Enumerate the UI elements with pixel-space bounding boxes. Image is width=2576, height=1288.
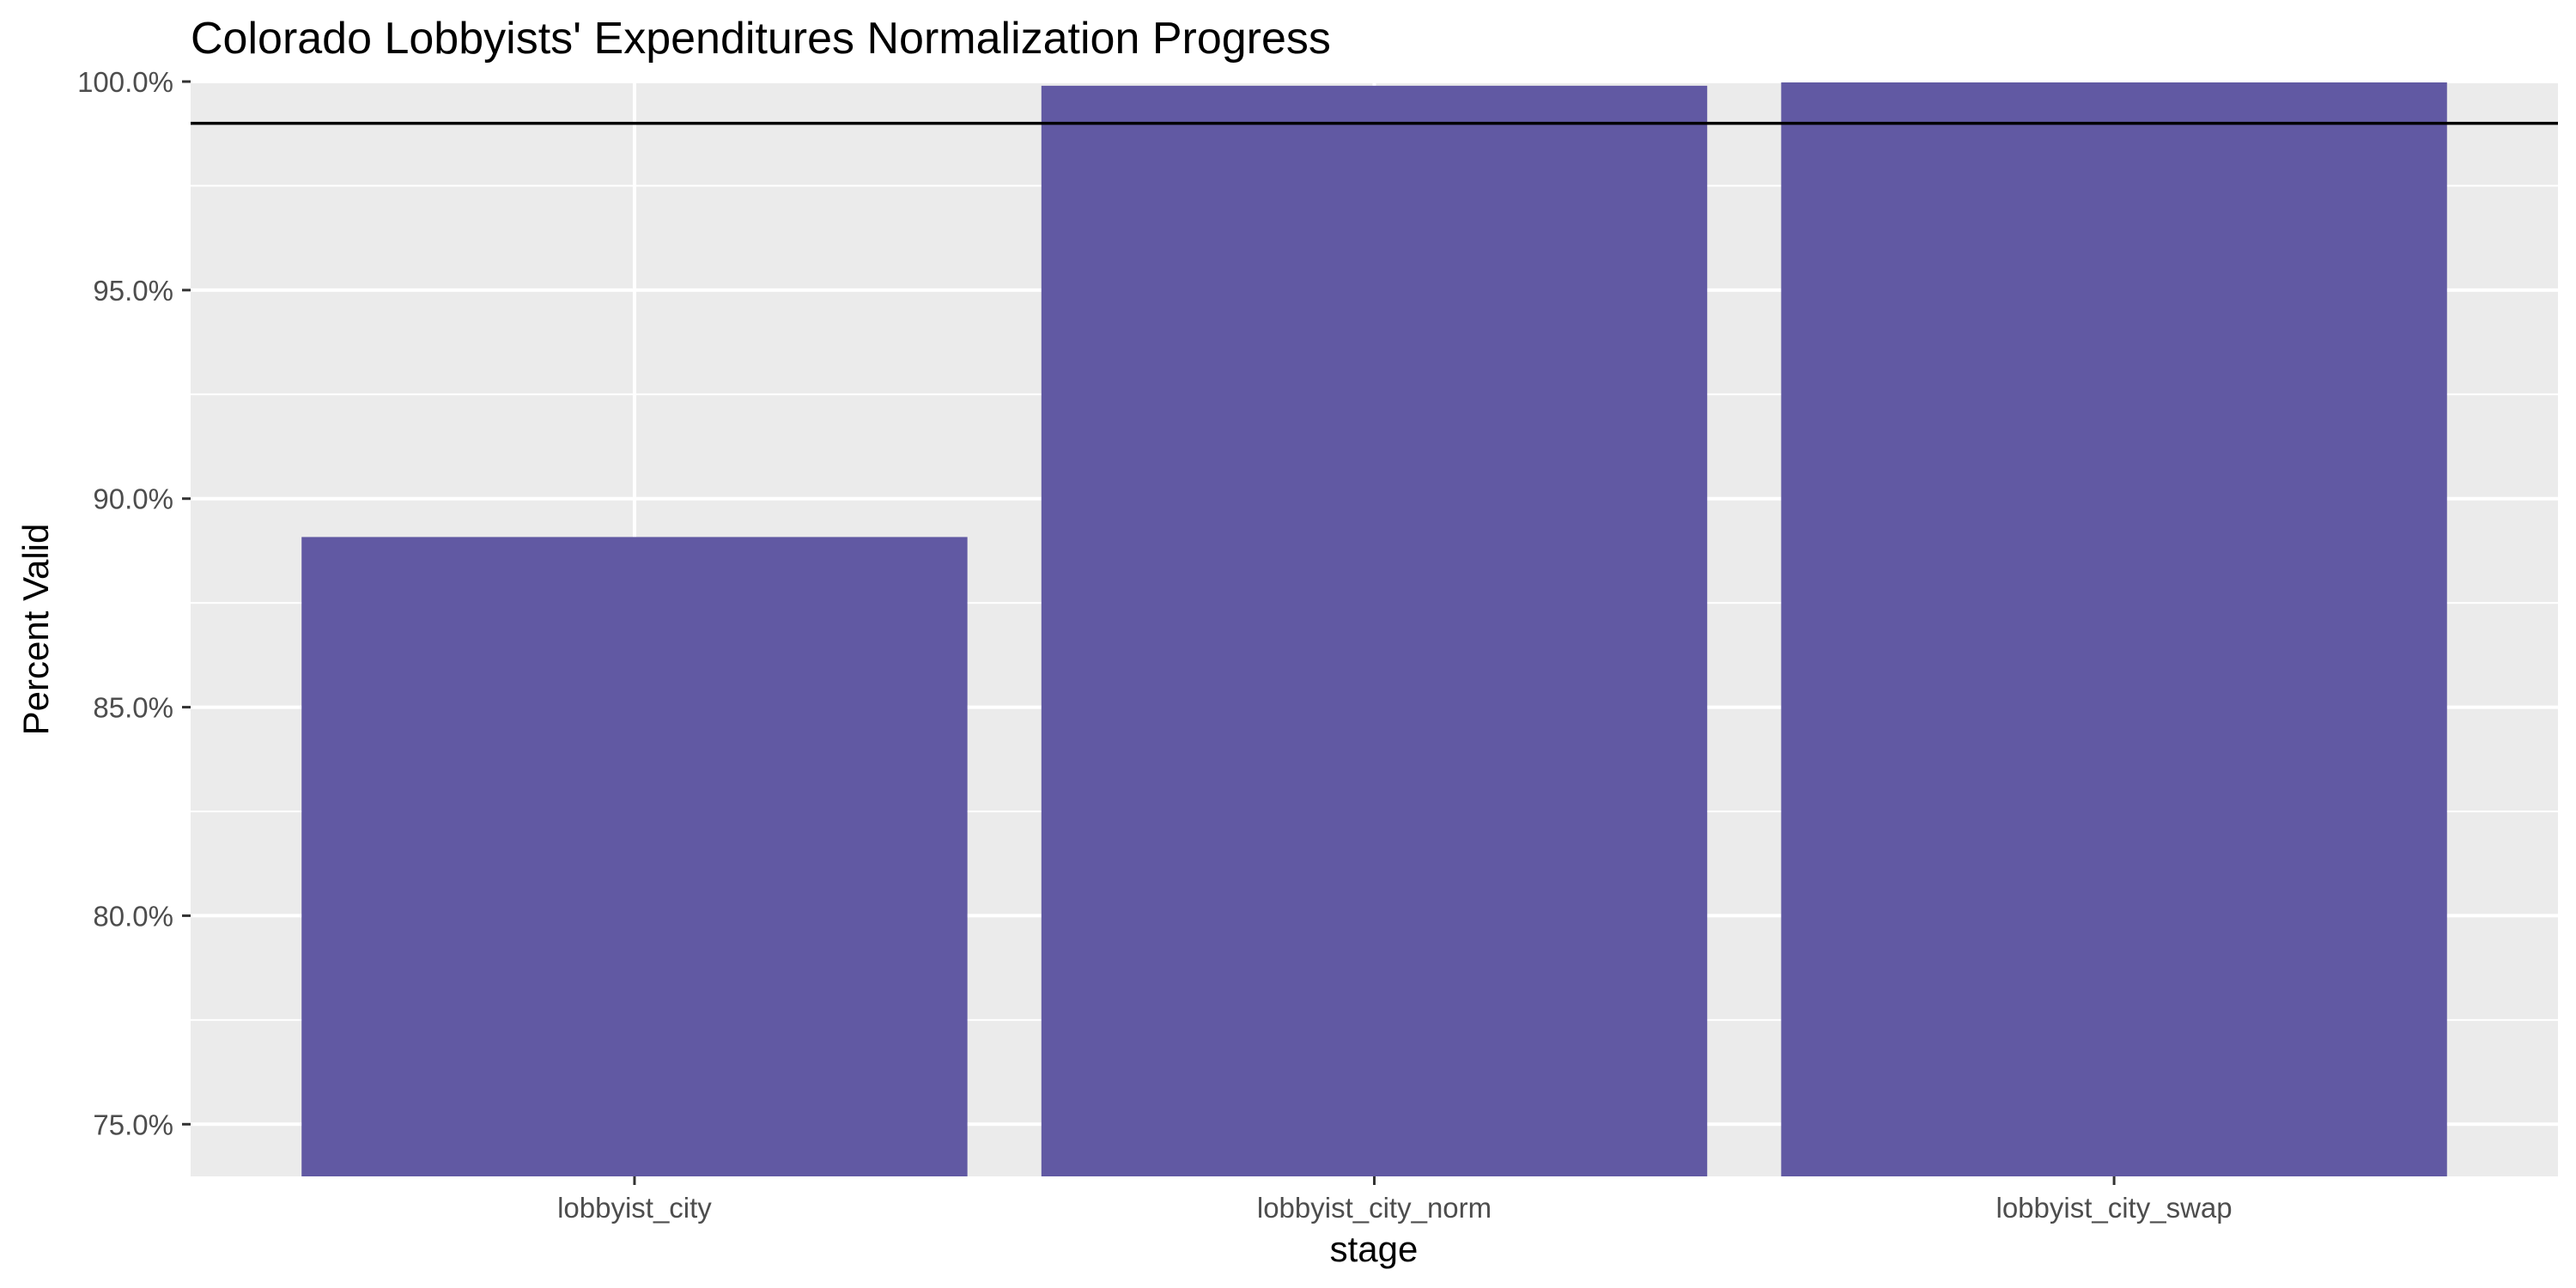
y-tick-label: 100.0% (77, 66, 173, 98)
y-tick-label: 95.0% (93, 275, 173, 307)
x-axis: lobbyist_city lobbyist_city_norm lobbyist_… (557, 1176, 2233, 1224)
bars (301, 82, 2447, 1176)
x-tick-label: lobbyist_city (557, 1192, 712, 1224)
y-tick-label: 90.0% (93, 483, 173, 515)
y-tick-label: 75.0% (93, 1109, 173, 1140)
bar-lobbyist_city_swap (1781, 82, 2447, 1176)
x-tick-label: lobbyist_city_norm (1257, 1192, 1492, 1224)
bar-lobbyist_city_norm (1041, 85, 1708, 1176)
x-tick-label: lobbyist_city_swap (1996, 1192, 2232, 1224)
y-axis-title: Percent Valid (15, 524, 56, 736)
y-tick-label: 85.0% (93, 692, 173, 724)
bar-lobbyist_city (301, 537, 968, 1176)
y-axis: 75.0% 80.0% 85.0% 90.0% 95.0% 100.0% (77, 66, 191, 1140)
x-axis-title: stage (1330, 1229, 1419, 1269)
chart-title: Colorado Lobbyists' Expenditures Normali… (191, 14, 1331, 64)
y-tick-label: 80.0% (93, 900, 173, 932)
